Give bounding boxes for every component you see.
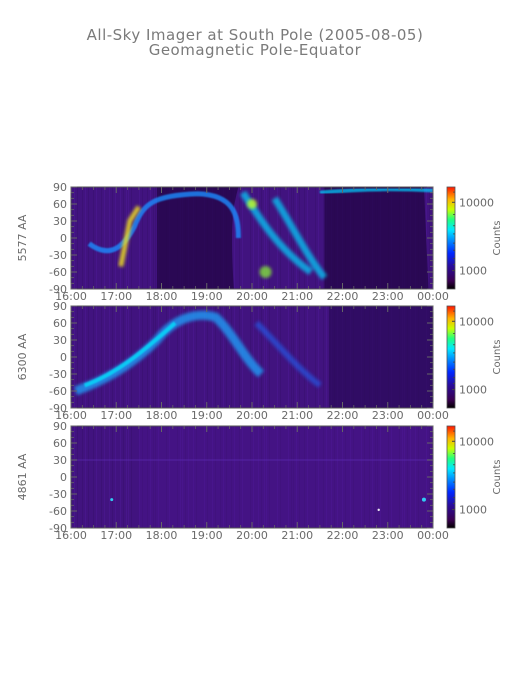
chart-title: All-Sky Imager at South Pole (2005-08-05…	[86, 26, 424, 44]
x-tick-label: 22:00	[327, 290, 359, 303]
heatmap-texture	[71, 187, 433, 289]
x-tick-label: 19:00	[191, 290, 223, 303]
colorbar-label: Counts	[492, 221, 503, 256]
x-tick-label: 19:00	[191, 529, 223, 542]
y-tick-label: 90	[53, 420, 67, 433]
x-tick-label: 21:00	[281, 409, 313, 422]
y-tick-label: 30	[53, 454, 67, 467]
x-tick-label: 20:00	[236, 290, 268, 303]
y-tick-label: 30	[53, 215, 67, 228]
y-tick-label: -90	[49, 402, 67, 415]
x-tick-label: 22:00	[327, 529, 359, 542]
y-tick-label: -60	[49, 266, 67, 279]
y-tick-label: 60	[53, 437, 67, 450]
x-tick-label: 17:00	[100, 529, 132, 542]
heatmap-background	[71, 426, 433, 528]
y-tick-label: 0	[60, 351, 67, 364]
aurora-bright	[118, 205, 141, 267]
x-tick-label: 20:00	[236, 409, 268, 422]
hot-pixel	[110, 498, 114, 502]
x-tick-label: 19:00	[191, 409, 223, 422]
colorbar-tick-label: 10000	[459, 315, 494, 328]
x-tick-label: 16:00	[55, 409, 87, 422]
x-tick-label: 00:00	[417, 409, 449, 422]
y-tick-label: 0	[60, 232, 67, 245]
colorbar	[446, 186, 456, 290]
x-tick-label: 18:00	[146, 290, 178, 303]
x-tick-label: 23:00	[372, 529, 404, 542]
x-tick-label: 18:00	[146, 409, 178, 422]
x-tick-label: 16:00	[55, 529, 87, 542]
y-tick-label: -60	[49, 385, 67, 398]
dark-region	[324, 187, 429, 289]
y-tick-label: 90	[53, 300, 67, 313]
x-tick-label: 00:00	[417, 290, 449, 303]
y-tick-label: -30	[49, 368, 67, 381]
y-tick-label: 30	[53, 334, 67, 347]
y-tick-label: -60	[49, 505, 67, 518]
dark-region	[328, 306, 433, 408]
y-tick-label: -30	[49, 249, 67, 262]
x-tick-label: 21:00	[281, 529, 313, 542]
y-tick-label: -90	[49, 283, 67, 296]
y-tick-label: 90	[53, 181, 67, 194]
colorbar-tick-label: 10000	[459, 435, 494, 448]
x-tick-label: 23:00	[372, 409, 404, 422]
x-tick-label: 23:00	[372, 290, 404, 303]
x-tick-label: 18:00	[146, 529, 178, 542]
y-tick-label: 60	[53, 317, 67, 330]
y-axis-label: 5577 AA	[16, 214, 29, 261]
hot-pixel	[377, 508, 380, 512]
colorbar-label: Counts	[492, 340, 503, 375]
y-tick-label: 0	[60, 471, 67, 484]
dark-region	[156, 187, 239, 289]
x-tick-label: 00:00	[417, 529, 449, 542]
heatmap-texture	[71, 426, 433, 528]
y-axis-label: 4861 AA	[16, 453, 29, 500]
hot-pixel	[421, 497, 426, 502]
colorbar-tick-label: 1000	[459, 504, 487, 517]
x-tick-label: 16:00	[55, 290, 87, 303]
y-tick-label: -30	[49, 488, 67, 501]
aurora-arc	[87, 191, 241, 254]
colorbar	[446, 425, 456, 529]
colorbar-tick-label: 1000	[459, 265, 487, 278]
dim-region	[138, 426, 433, 528]
y-tick-label: 60	[53, 198, 67, 211]
heatmap-texture	[71, 306, 433, 408]
y-tick-label: -90	[49, 522, 67, 535]
aurora-bright	[83, 321, 177, 388]
y-axis-label: 6300 AA	[16, 333, 29, 380]
x-tick-label: 22:00	[327, 409, 359, 422]
x-tick-label: 20:00	[236, 529, 268, 542]
colorbar-tick-label: 10000	[459, 196, 494, 209]
colorbar-label: Counts	[492, 460, 503, 495]
x-tick-label: 17:00	[100, 290, 132, 303]
colorbar	[446, 305, 456, 409]
aurora-band	[254, 320, 322, 388]
colorbar-tick-label: 1000	[459, 384, 487, 397]
x-tick-label: 17:00	[100, 409, 132, 422]
x-tick-label: 21:00	[281, 290, 313, 303]
chart-subtitle: Geomagnetic Pole-Equator	[148, 41, 362, 59]
